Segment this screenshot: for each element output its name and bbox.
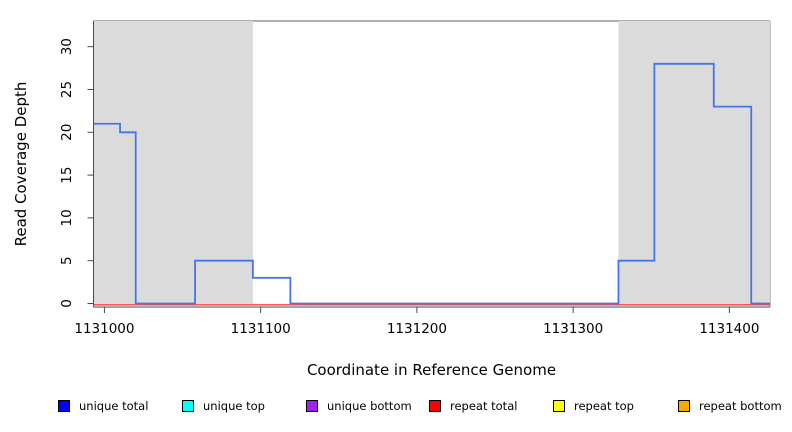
x-tick-label: 1131400 [699,321,759,337]
y-tick-label: 5 [59,256,75,265]
unique-total-line [93,62,770,305]
x-tick-label: 1131100 [231,321,291,337]
y-tick-label: 10 [59,209,75,226]
repeat-region-shading [93,21,253,305]
x-axis-title: Coordinate in Reference Genome [306,361,557,379]
y-tick-label: 25 [59,81,75,98]
y-axis-title: Read Coverage Depth [12,81,30,247]
y-tick-label: 30 [59,38,75,55]
x-tick-label: 1131300 [543,321,603,337]
y-tick-label: 0 [59,299,75,308]
repeat-region-shading [618,21,770,305]
x-tick-label: 1131000 [74,321,134,337]
x-tick-label: 1131200 [387,321,447,337]
y-tick-label: 15 [59,167,75,184]
y-tick-label: 20 [59,124,75,141]
